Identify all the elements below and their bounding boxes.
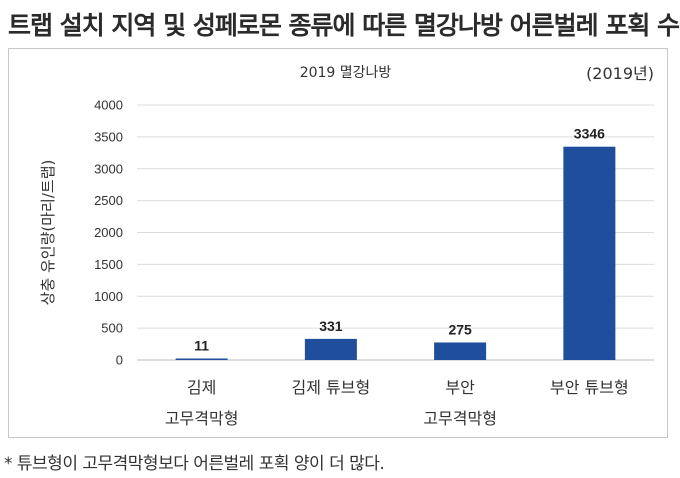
- y-tick-label: 3500: [94, 129, 123, 144]
- bar: [175, 358, 228, 360]
- x-category-label: 김제: [187, 378, 216, 397]
- y-tick-label: 0: [116, 353, 123, 368]
- gridlines: [137, 104, 654, 329]
- y-tick-label: 2500: [94, 193, 123, 208]
- y-tick-label: 2000: [94, 225, 123, 240]
- bar: [434, 342, 487, 360]
- labels: 2019 멸강나방 (2019년) 상충 유인량(마리/트랩) 0 500 1000 150…: [39, 64, 654, 428]
- y-tick-label: 4000: [94, 98, 123, 113]
- x-category-label: 부안 튜브형: [550, 378, 629, 397]
- x-category-label: 부안: [445, 378, 475, 397]
- y-axis-label: 상충 유인량(마리/트랩): [39, 160, 57, 306]
- data-label: 11: [194, 338, 209, 354]
- year-note: (2019년): [586, 64, 654, 83]
- y-tick-label: 3000: [94, 161, 123, 176]
- footnote: * 튜브형이 고무격막형보다 어른벌레 포획 양이 더 많다.: [4, 454, 385, 474]
- data-label: 331: [319, 318, 343, 334]
- data-label: 3346: [574, 126, 605, 142]
- chart-panel: 2019 멸강나방 (2019년) 상충 유인량(마리/트랩) 0 500 1000 150…: [8, 48, 668, 438]
- bars: [175, 146, 616, 360]
- chart-title: 2019 멸강나방: [300, 65, 392, 81]
- y-tick-label: 1500: [94, 257, 123, 272]
- headline: 트랩 설치 지역 및 성페로몬 종류에 따른 멸강나방 어른벌레 포획 수: [8, 11, 680, 40]
- bar: [563, 146, 616, 360]
- bar-chart: 2019 멸강나방 (2019년) 상충 유인량(마리/트랩) 0 500 1000 150…: [39, 64, 654, 428]
- bar: [304, 338, 357, 360]
- x-category-label: 김제 튜브형: [292, 378, 371, 397]
- y-tick-label: 500: [101, 321, 123, 336]
- x-category-label: 고무격막형: [165, 409, 239, 428]
- x-category-label: 고무격막형: [423, 409, 497, 428]
- y-tick-label: 1000: [94, 289, 123, 304]
- data-label: 275: [448, 321, 472, 337]
